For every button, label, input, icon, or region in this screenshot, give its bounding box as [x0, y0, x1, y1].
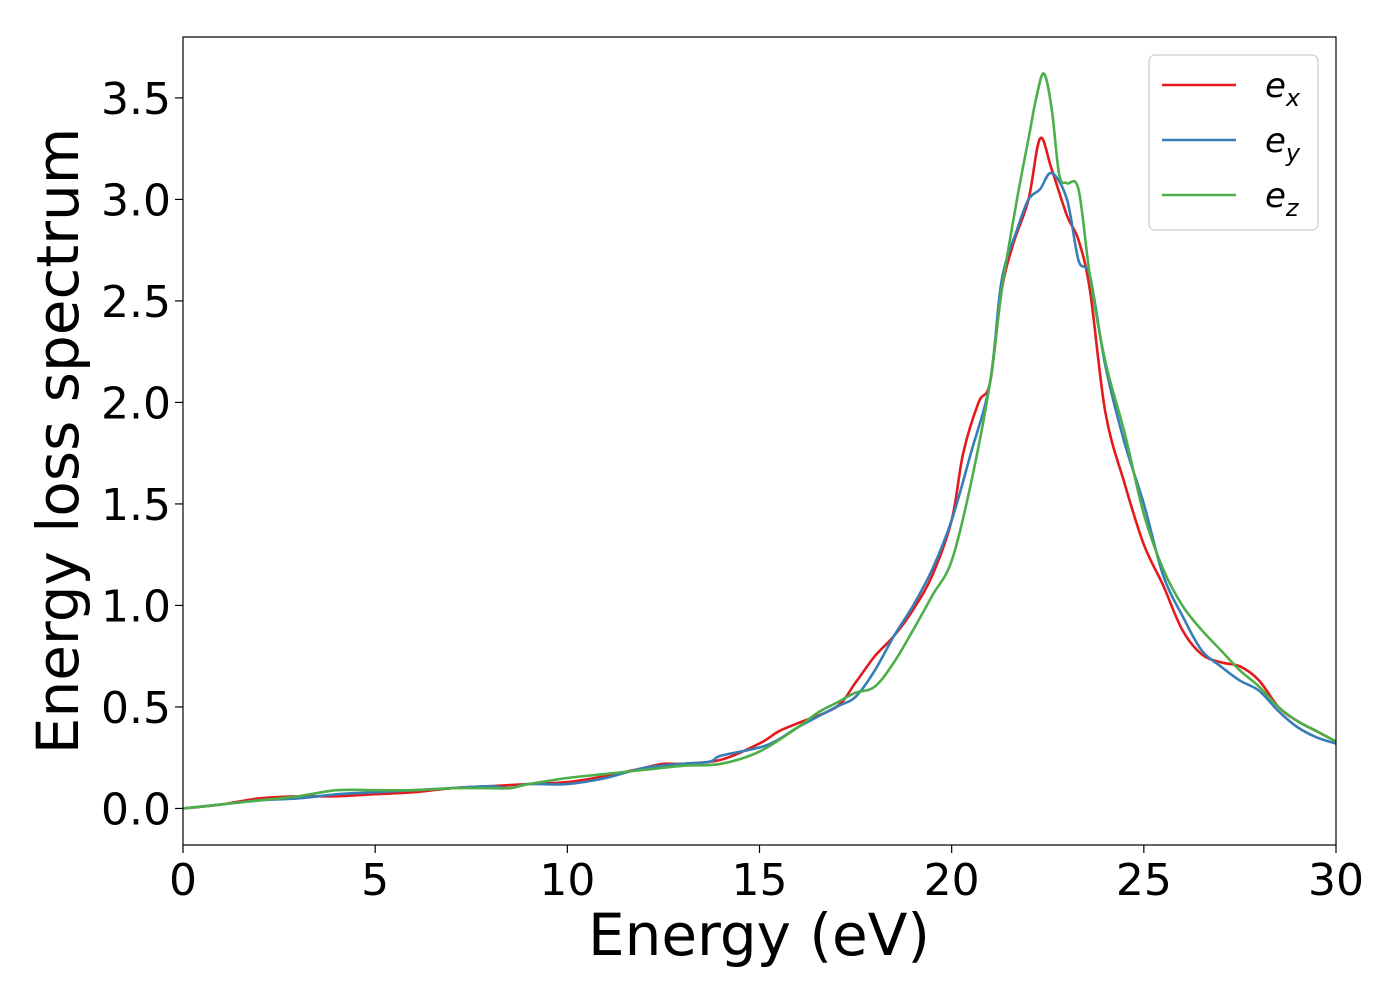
x-axis-ticks: 0 5 10 15 20 25 30 — [169, 845, 1364, 906]
x-tick-label: 10 — [539, 855, 595, 906]
y-tick-label: 1.0 — [101, 581, 171, 632]
x-tick-label: 30 — [1308, 855, 1364, 906]
legend-label-subscript: z — [1285, 194, 1300, 222]
legend-label-z: ez — [1265, 176, 1300, 222]
legend-label-y: ey — [1265, 121, 1301, 167]
y-axis-label: Energy loss spectrum — [24, 128, 92, 754]
x-tick-label: 20 — [924, 855, 980, 906]
x-tick-label: 25 — [1116, 855, 1172, 906]
x-tick-label: 5 — [361, 855, 389, 906]
y-tick-label: 1.5 — [101, 480, 171, 531]
legend-label-base: e — [1265, 66, 1286, 106]
y-tick-label: 2.0 — [101, 378, 171, 429]
series-line-y — [183, 171, 1336, 810]
series-line-z — [183, 72, 1336, 810]
legend-box — [1148, 54, 1319, 231]
y-tick-label: 3.5 — [101, 74, 171, 125]
x-axis-label: Energy (eV) — [588, 901, 930, 969]
legend-label-subscript: y — [1285, 139, 1301, 167]
legend-label-x: ex — [1265, 66, 1301, 112]
x-tick-label: 0 — [169, 855, 197, 906]
y-tick-label: 0.5 — [101, 683, 171, 734]
y-axis-ticks: 0.0 0.5 1.0 1.5 2.0 2.5 3.0 3.5 — [101, 74, 183, 835]
series-layer — [183, 72, 1336, 810]
legend-label-base: e — [1265, 121, 1286, 161]
y-tick-label: 3.0 — [101, 175, 171, 226]
x-tick-label: 15 — [732, 855, 788, 906]
legend-label-subscript: x — [1285, 84, 1301, 112]
y-tick-label: 0.0 — [101, 784, 171, 835]
legend-label-base: e — [1265, 176, 1286, 216]
y-tick-label: 2.5 — [101, 277, 171, 328]
